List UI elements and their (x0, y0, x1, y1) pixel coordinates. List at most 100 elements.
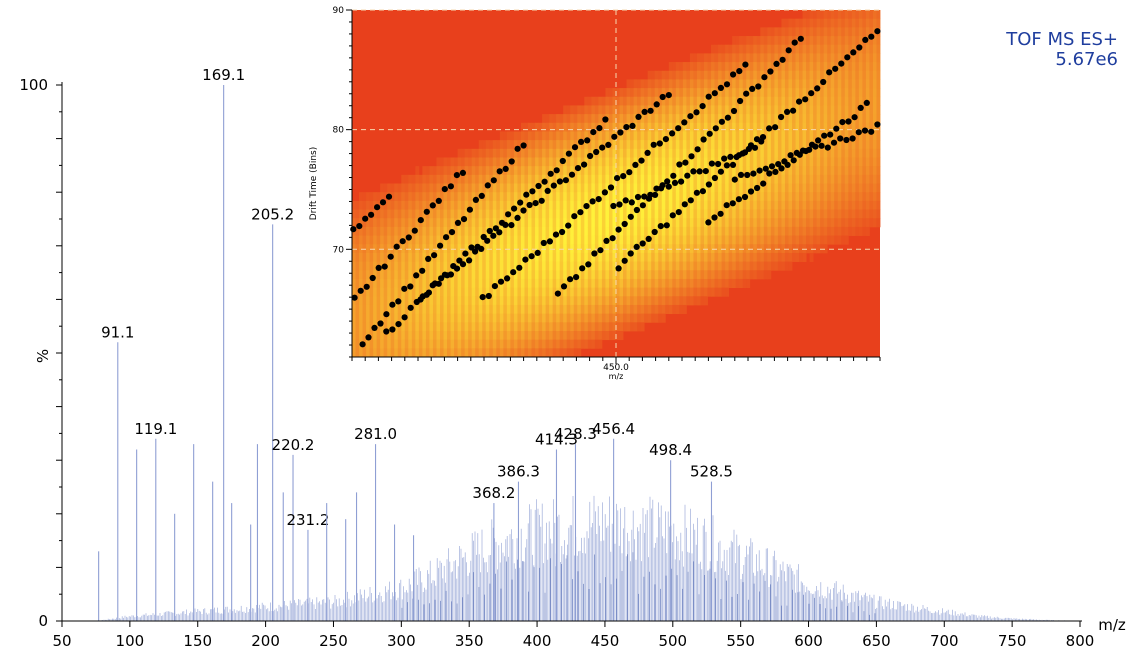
heatmap-cell (542, 218, 546, 228)
heatmap-cell (834, 27, 839, 37)
heatmap-cell (848, 131, 853, 141)
heatmap-cell (429, 226, 434, 236)
heatmap-cell (447, 348, 451, 358)
heatmap-cell (848, 36, 853, 46)
heatmap-cell (735, 44, 740, 54)
heatmap-cell (485, 244, 490, 254)
heatmap-cell (587, 244, 592, 254)
heatmap-cell (601, 148, 606, 158)
heatmap-cell (841, 79, 846, 89)
heatmap-cell (770, 114, 775, 124)
heatmap-cell (366, 339, 370, 349)
heatmap-cell (848, 105, 853, 115)
heatmap-cell (830, 36, 835, 46)
heatmap-cell (823, 96, 828, 106)
heatmap-cell (605, 313, 610, 323)
heatmap-cell (855, 122, 860, 132)
heatmap-cell (450, 278, 455, 289)
drift-data-point (552, 231, 560, 238)
heatmap-cell (728, 140, 733, 150)
heatmap-cell (475, 261, 480, 271)
heatmap-cell (872, 131, 877, 141)
heatmap-cell (408, 209, 413, 219)
heatmap-cell (665, 278, 670, 289)
heatmap-cell (679, 296, 684, 306)
heatmap-cell (496, 313, 501, 323)
heatmap-cell (531, 261, 536, 271)
heatmap-cell (630, 79, 634, 89)
heatmap-cell (626, 105, 631, 115)
drift-data-point (628, 199, 635, 206)
heatmap-cell (848, 140, 853, 150)
heatmap-cell (777, 148, 782, 158)
heatmap-cell (820, 18, 825, 28)
drift-data-point (389, 326, 396, 333)
heatmap-cell (580, 322, 585, 332)
heatmap-cell (689, 79, 694, 89)
heatmap-cell (654, 131, 659, 141)
heatmap-cell (457, 252, 462, 262)
heatmap-cell (844, 79, 849, 89)
heatmap-cell (506, 244, 511, 254)
drift-data-point (514, 145, 521, 152)
heatmap-cell (760, 96, 765, 106)
heatmap-cell (633, 304, 638, 315)
heatmap-cell (489, 192, 494, 202)
heatmap-cell (373, 218, 378, 228)
heatmap-cell (725, 252, 730, 262)
heatmap-cell (499, 157, 504, 167)
heatmap-cell (447, 287, 451, 297)
heatmap-cell (580, 140, 585, 150)
heatmap-cell (644, 296, 649, 306)
heatmap-cell (584, 131, 589, 141)
heatmap-cell (876, 70, 881, 80)
heatmap-cell (841, 53, 846, 63)
heatmap-cell (844, 174, 849, 184)
heatmap-cell (580, 166, 585, 176)
heatmap-cell (728, 166, 733, 176)
heatmap-cell (440, 166, 444, 176)
heatmap-cell (563, 235, 568, 245)
drift-data-point (607, 184, 615, 191)
heatmap-cell (506, 174, 511, 184)
heatmap-cell (531, 322, 536, 332)
heatmap-cell (753, 192, 758, 202)
heatmap-cell (844, 88, 849, 98)
heatmap-cell (813, 44, 818, 54)
heatmap-cell (369, 252, 374, 262)
heatmap-cell (763, 192, 768, 202)
heatmap-cell (732, 252, 737, 262)
heatmap-cell (749, 226, 754, 236)
heatmap-cell (454, 304, 458, 315)
heatmap-cell (806, 53, 810, 63)
heatmap-cell (728, 278, 733, 289)
heatmap-cell (482, 296, 487, 306)
heatmap-cell (591, 270, 596, 280)
drift-data-point (417, 296, 424, 303)
heatmap-cell (742, 36, 747, 46)
heatmap-cell (844, 192, 849, 202)
heatmap-cell (809, 53, 814, 63)
heatmap-cell (447, 296, 451, 306)
heatmap-cell (827, 157, 832, 167)
heatmap-cell (556, 313, 561, 323)
heatmap-cell (538, 278, 543, 289)
heatmap-cell (823, 62, 828, 72)
heatmap-cell (682, 122, 687, 132)
heatmap-cell (851, 79, 856, 89)
heatmap-cell (633, 183, 638, 193)
heatmap-cell (605, 252, 610, 262)
heatmap-cell (468, 322, 473, 332)
heatmap-cell (777, 174, 782, 184)
heatmap-cell (711, 183, 715, 193)
heatmap-cell (837, 10, 842, 20)
heatmap-cell (633, 174, 638, 184)
heatmap-cell (689, 235, 694, 245)
heatmap-cell (696, 70, 701, 80)
heatmap-cell (767, 200, 772, 210)
heatmap-cell (647, 252, 652, 262)
drift-data-point (745, 145, 753, 152)
heatmap-cell (573, 218, 578, 228)
heatmap-cell (753, 148, 758, 158)
drift-data-point (554, 290, 562, 297)
